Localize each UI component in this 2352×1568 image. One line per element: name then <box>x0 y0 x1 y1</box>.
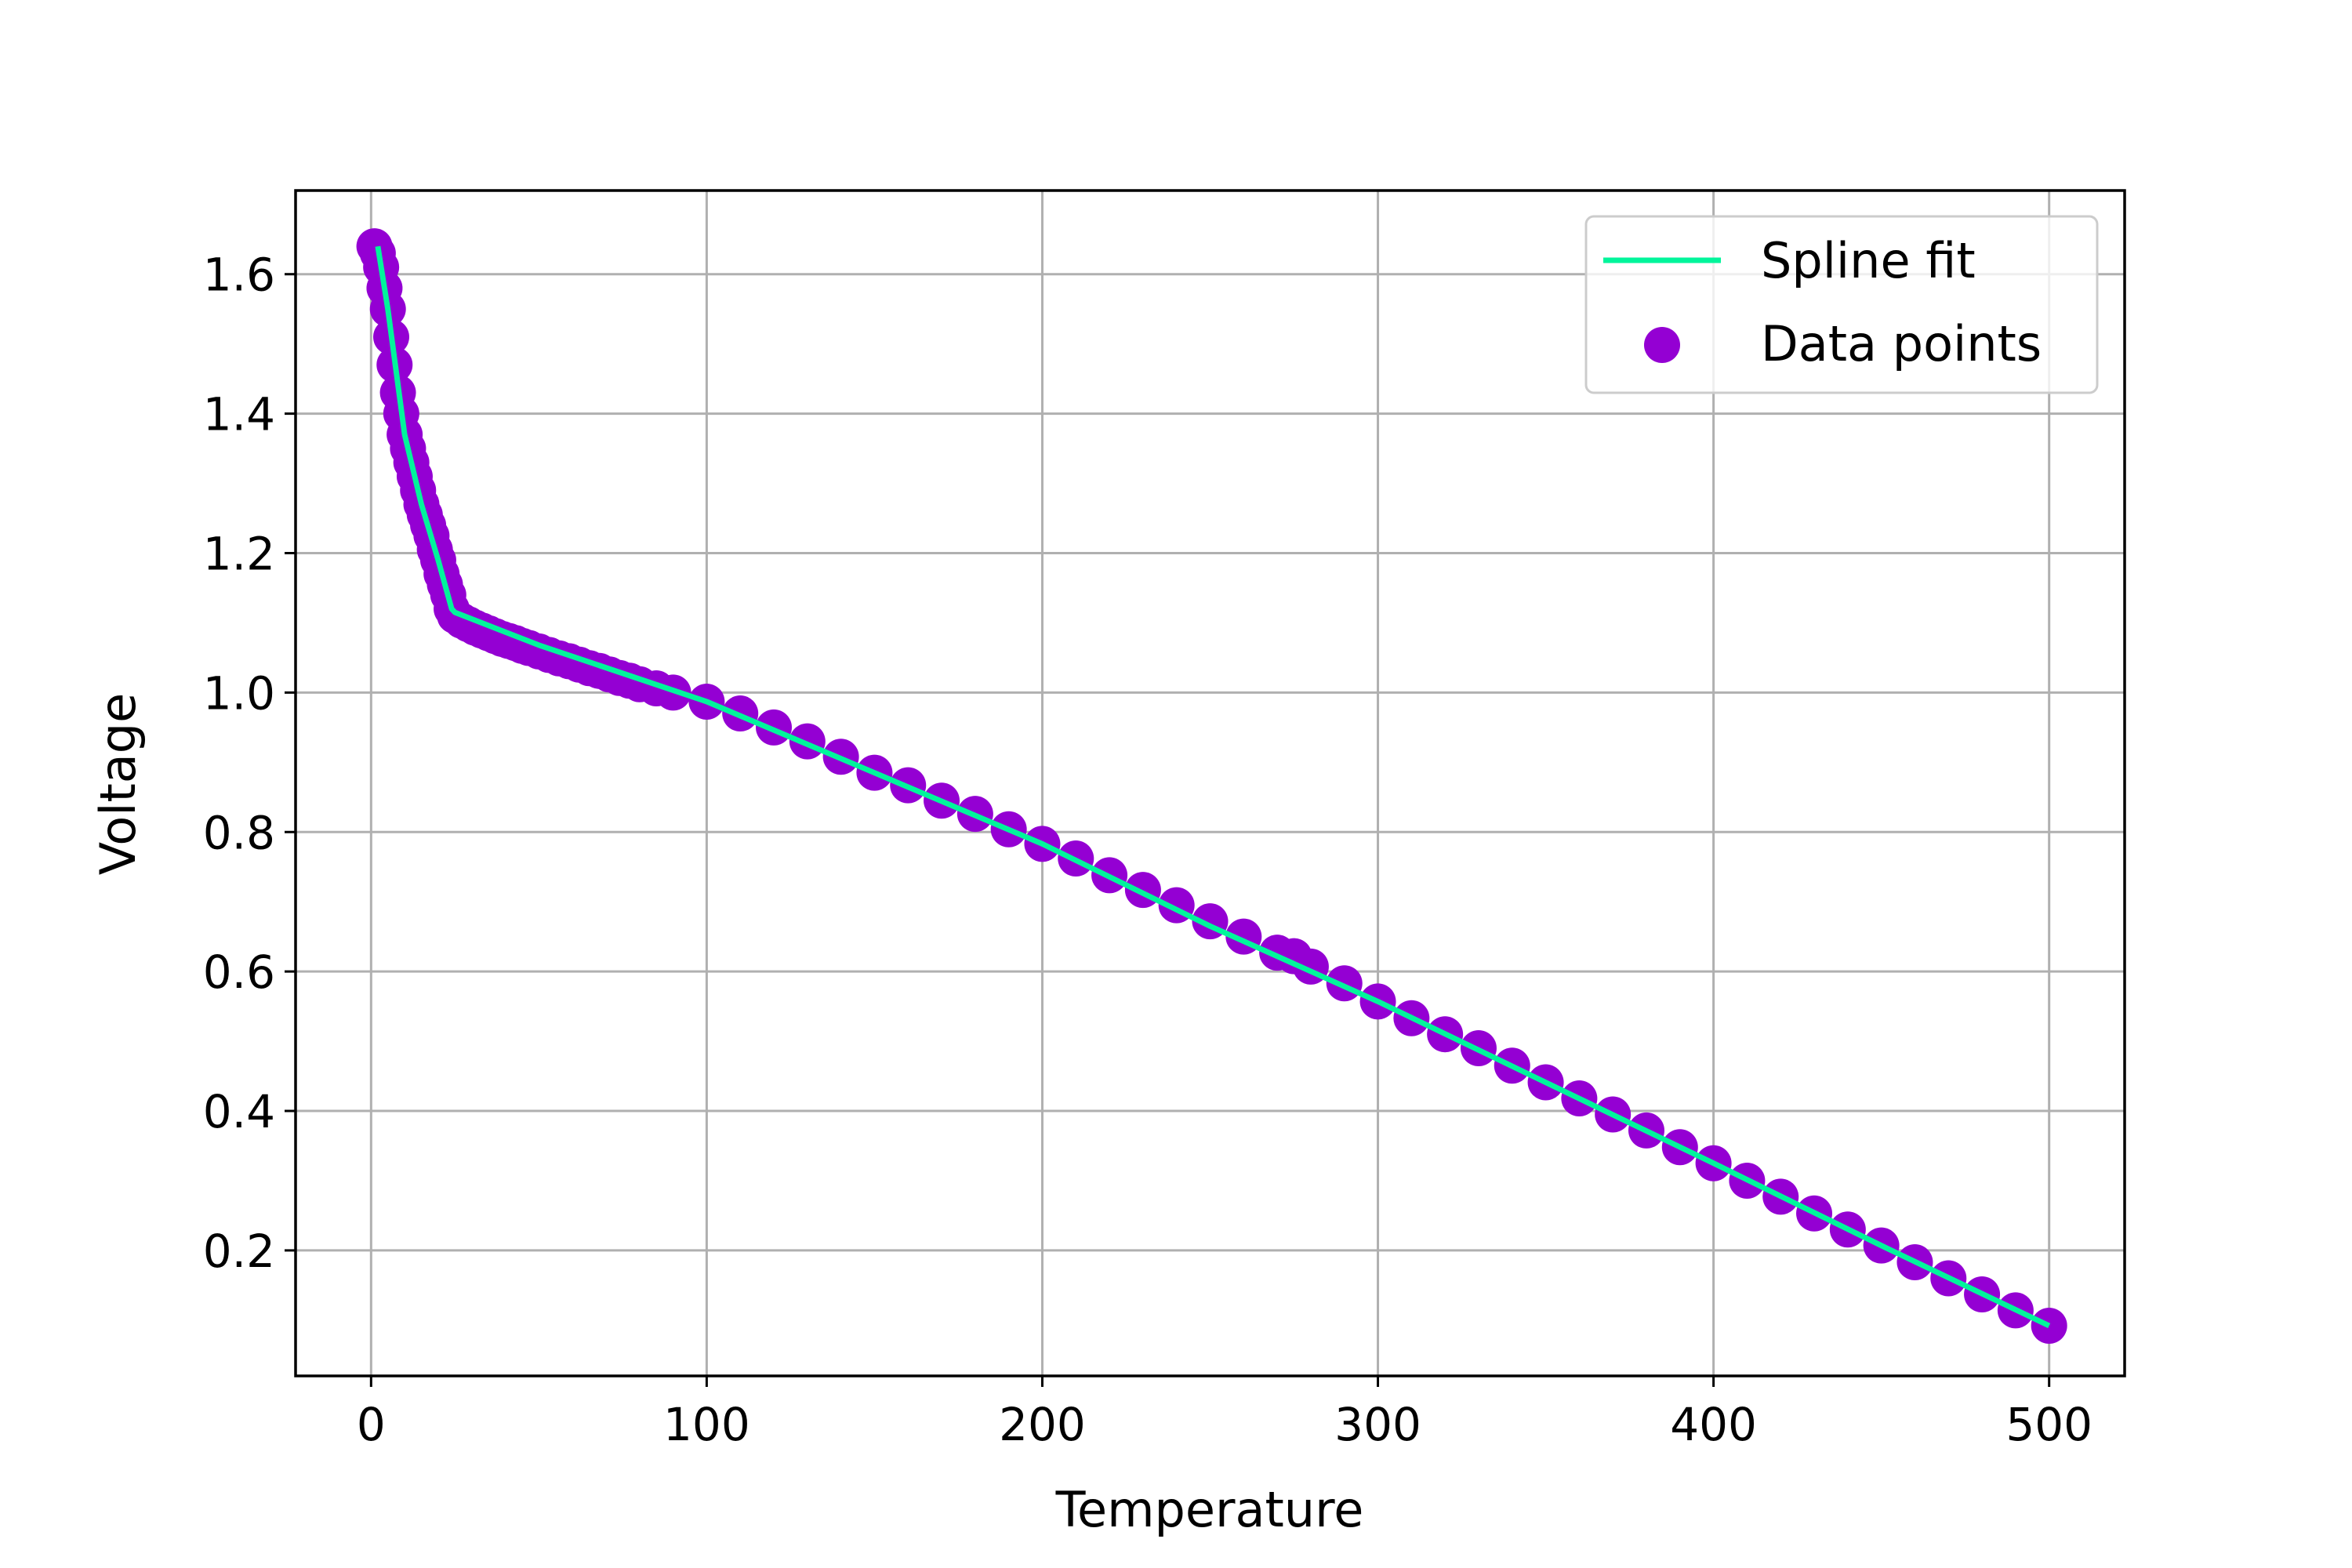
y-tick-label: 1.6 <box>203 249 275 302</box>
x-tick-label: 400 <box>1670 1398 1757 1451</box>
spline-fit-line <box>375 245 2051 1329</box>
x-tick-label: 300 <box>1334 1398 1421 1451</box>
plot-frame <box>294 189 2126 1377</box>
y-tick-label: 0.4 <box>203 1085 275 1138</box>
axis-ticks: 0 100 200 300 400 500 0.2 0.4 0.6 0.8 1.0 1.2 1.4 1.6 <box>203 249 2092 1451</box>
x-tick-label: 100 <box>663 1398 750 1451</box>
y-tick-label: 1.4 <box>203 388 275 441</box>
legend-label-spline: Spline fit <box>1761 232 1976 289</box>
y-tick-label: 1.0 <box>203 666 275 720</box>
x-tick-label: 500 <box>2005 1398 2092 1451</box>
y-tick-label: 0.2 <box>203 1225 275 1278</box>
legend-label-data: Data points <box>1761 315 2042 372</box>
legend-scatter-swatch <box>1644 327 1680 363</box>
x-axis-label: Temperature <box>1055 1481 1364 1538</box>
plot-data <box>356 228 2067 1344</box>
x-tick-label: 200 <box>999 1398 1086 1451</box>
x-tick-label: 0 <box>357 1398 386 1451</box>
legend: Spline fit Data points <box>1584 215 2099 394</box>
y-tick-label: 0.8 <box>203 806 275 859</box>
y-tick-label: 0.6 <box>203 946 275 999</box>
y-tick-label: 1.2 <box>203 527 275 580</box>
y-axis-label: Voltage <box>89 693 147 876</box>
grid <box>296 191 2125 1376</box>
